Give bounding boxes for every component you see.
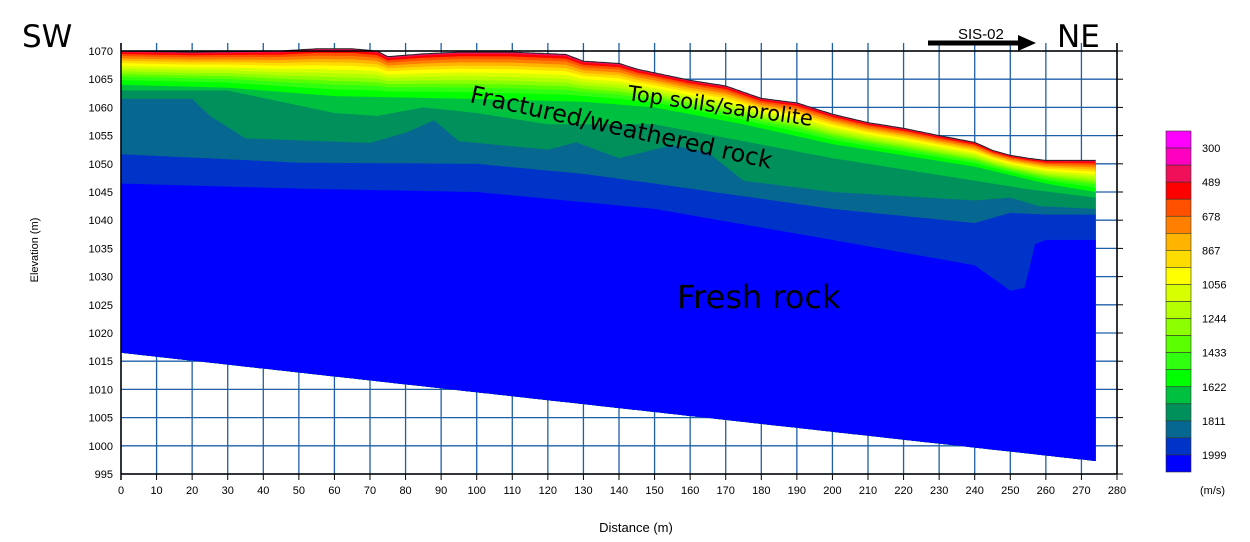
colorbar-swatch (1165, 198, 1192, 217)
y-tick-label: 1070 (89, 46, 113, 58)
y-tick-label: 1065 (89, 74, 113, 86)
x-tick-label: 90 (435, 485, 447, 497)
label-sw: SW (22, 19, 72, 55)
x-tick-label: 120 (539, 485, 557, 497)
y-tick-label: 995 (95, 469, 113, 481)
x-tick-label: 160 (681, 485, 699, 497)
x-tick-label: 70 (364, 485, 376, 497)
colorbar-swatch (1165, 369, 1192, 388)
colorbar-swatch (1165, 352, 1192, 370)
x-tick-label: 220 (894, 485, 912, 497)
y-tick-label: 1055 (89, 131, 113, 143)
x-tick-label: 0 (118, 485, 124, 497)
y-tick-label: 1050 (89, 159, 113, 171)
y-tick-label: 1040 (89, 215, 113, 227)
velocity-section (120, 48, 1096, 462)
x-tick-label: 50 (293, 485, 305, 497)
x-tick-label: 280 (1108, 485, 1126, 497)
colorbar-swatch (1165, 403, 1192, 422)
x-tick-label: 170 (717, 485, 735, 497)
x-tick-label: 110 (504, 485, 522, 497)
annotation-fresh-rock: Fresh rock (677, 278, 841, 316)
y-tick-label: 1030 (89, 272, 113, 284)
x-tick-label: 30 (222, 485, 234, 497)
colorbar-label: 867 (1202, 245, 1220, 257)
colorbar-label: 1811 (1202, 416, 1226, 428)
x-tick-label: 200 (823, 485, 841, 497)
x-tick-label: 20 (186, 485, 198, 497)
x-axis-label: Distance (m) (599, 520, 673, 535)
colorbar-swatch (1165, 420, 1192, 439)
colorbar-swatch (1165, 181, 1192, 200)
x-tick-label: 60 (328, 485, 340, 497)
x-tick-label: 250 (1001, 485, 1019, 497)
x-tick-label: 140 (610, 485, 628, 497)
direction-arrow-icon (928, 35, 1036, 51)
velocity-band-17 (121, 183, 1096, 461)
colorbar-legend: 300 489 678 867 1056 1244 1433 1622 1811 1999 (1165, 130, 1226, 473)
y-axis-label: Elevation (m) (29, 218, 41, 283)
profile-label: SIS-02 (958, 26, 1004, 43)
y-tick-label: 1005 (89, 413, 113, 425)
x-tick-label: 80 (399, 485, 411, 497)
colorbar-swatch (1165, 130, 1192, 149)
colorbar-swatch (1165, 267, 1192, 285)
colorbar-swatch (1165, 318, 1192, 336)
x-tick-label: 230 (930, 485, 948, 497)
colorbar-swatch (1165, 233, 1192, 251)
colorbar-label: 678 (1202, 211, 1220, 223)
x-tick-label: 190 (788, 485, 806, 497)
y-tick-label: 1035 (89, 243, 113, 255)
colorbar-label: 1433 (1202, 348, 1226, 360)
x-tick-label: 130 (574, 485, 592, 497)
x-tick-label: 100 (468, 485, 486, 497)
colorbar-label: 1244 (1202, 314, 1226, 326)
x-tick-label: 240 (966, 485, 984, 497)
y-tick-label: 1010 (89, 384, 113, 396)
label-ne: NE (1057, 19, 1100, 55)
colorbar-swatch (1165, 437, 1192, 456)
colorbar-swatch (1165, 301, 1192, 319)
colorbar-swatch (1165, 454, 1192, 473)
colorbar-swatch (1165, 386, 1192, 405)
y-tick-label: 1045 (89, 187, 113, 199)
colorbar-swatch (1165, 250, 1192, 268)
colorbar-swatch (1165, 164, 1192, 183)
x-tick-label: 270 (1072, 485, 1090, 497)
colorbar-swatch (1165, 147, 1192, 166)
axes: 0 10 20 30 40 50 60 70 80 90 100 110 120 130 140 150 160… (89, 43, 1126, 497)
x-tick-label: 180 (752, 485, 770, 497)
colorbar-label: 1999 (1202, 450, 1226, 462)
x-tick-label: 40 (257, 485, 269, 497)
x-tick-label: 260 (1037, 485, 1055, 497)
y-tick-label: 1025 (89, 300, 113, 312)
y-tick-label: 1020 (89, 328, 113, 340)
colorbar-swatch (1165, 215, 1192, 234)
colorbar-label: 489 (1202, 177, 1220, 189)
colorbar-unit: (m/s) (1200, 485, 1225, 497)
colorbar-label: 1622 (1202, 382, 1226, 394)
colorbar-swatch (1165, 335, 1192, 353)
x-tick-label: 150 (645, 485, 663, 497)
y-tick-label: 1015 (89, 356, 113, 368)
colorbar-label: 1056 (1202, 279, 1226, 291)
x-tick-label: 210 (859, 485, 877, 497)
y-tick-label: 1000 (89, 441, 113, 453)
colorbar-label: 300 (1202, 143, 1220, 155)
colorbar-swatch (1165, 284, 1192, 302)
x-tick-label: 10 (150, 485, 162, 497)
y-tick-label: 1060 (89, 102, 113, 114)
